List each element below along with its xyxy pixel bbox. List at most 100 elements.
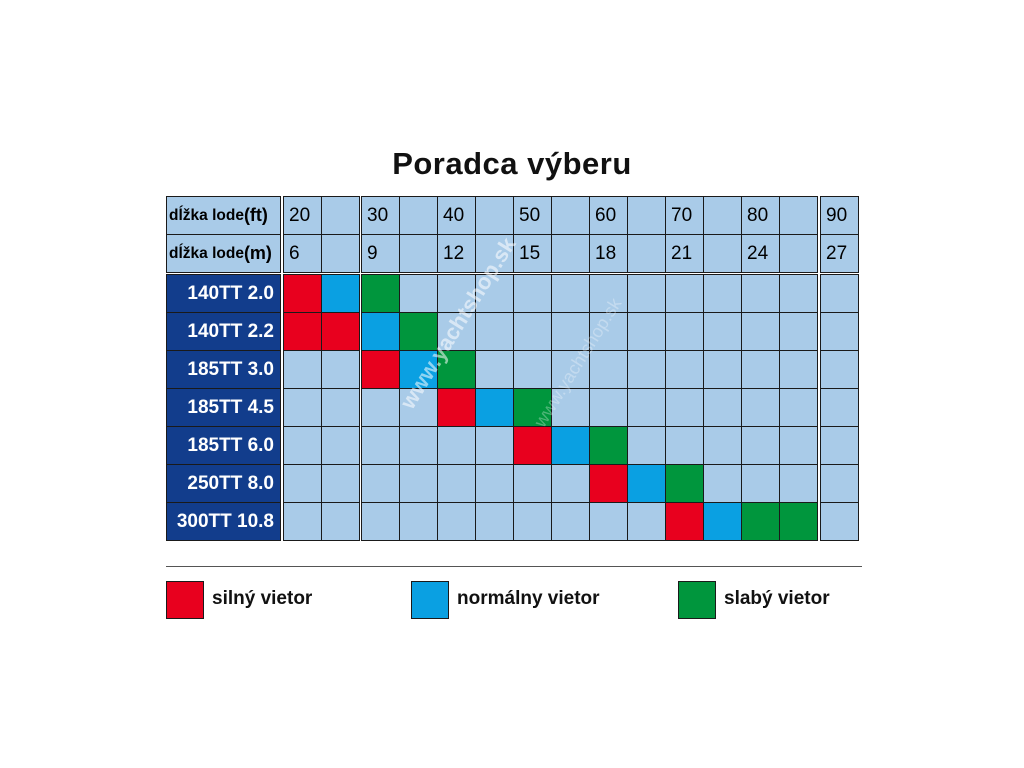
cell-empty (513, 464, 552, 503)
cell-empty (437, 502, 476, 541)
model-label: 185TT 4.5 (166, 388, 281, 427)
cell-empty (437, 426, 476, 465)
cell-empty (627, 502, 666, 541)
cell-empty (399, 426, 438, 465)
cell-normal (703, 502, 742, 541)
cell-weak (437, 350, 476, 389)
cell-empty (665, 274, 704, 313)
model-label: 185TT 3.0 (166, 350, 281, 389)
cell-empty (779, 312, 818, 351)
header-value-cell: 24 (741, 234, 780, 273)
cell-empty (741, 464, 780, 503)
cell-empty (779, 464, 818, 503)
legend-divider (166, 566, 862, 567)
cell-empty (820, 350, 859, 389)
cell-empty (665, 388, 704, 427)
cell-strong (283, 312, 322, 351)
cell-strong (361, 350, 400, 389)
header-row-label: dĺžka lode (m) (166, 234, 281, 273)
cell-empty (475, 502, 514, 541)
header-value-cell (627, 234, 666, 273)
cell-empty (321, 388, 360, 427)
legend-swatch-weak (678, 581, 716, 619)
cell-empty (513, 274, 552, 313)
cell-normal (399, 350, 438, 389)
cell-weak (665, 464, 704, 503)
header-value-cell: 60 (589, 196, 628, 235)
cell-empty (779, 350, 818, 389)
cell-empty (399, 464, 438, 503)
cell-empty (283, 426, 322, 465)
cell-empty (703, 350, 742, 389)
header-value-cell: 50 (513, 196, 552, 235)
header-value-cell (475, 234, 514, 273)
cell-empty (283, 502, 322, 541)
header-label-unit: (ft) (243, 205, 268, 225)
cell-empty (551, 464, 590, 503)
cell-empty (741, 312, 780, 351)
header-value-cell (779, 196, 818, 235)
cell-empty (741, 388, 780, 427)
cell-empty (627, 350, 666, 389)
cell-weak (741, 502, 780, 541)
cell-empty (627, 312, 666, 351)
cell-empty (437, 464, 476, 503)
cell-empty (361, 388, 400, 427)
cell-empty (589, 388, 628, 427)
cell-empty (551, 312, 590, 351)
cell-weak (399, 312, 438, 351)
cell-normal (551, 426, 590, 465)
model-label: 140TT 2.2 (166, 312, 281, 351)
header-value-cell (779, 234, 818, 273)
cell-empty (399, 274, 438, 313)
cell-empty (551, 502, 590, 541)
cell-weak (589, 426, 628, 465)
chart-title: Poradca výberu (392, 146, 632, 181)
cell-empty (475, 464, 514, 503)
cell-weak (513, 388, 552, 427)
cell-empty (820, 464, 859, 503)
cell-empty (703, 464, 742, 503)
cell-empty (820, 502, 859, 541)
header-value-cell: 18 (589, 234, 628, 273)
cell-empty (779, 426, 818, 465)
cell-strong (589, 464, 628, 503)
cell-empty (589, 502, 628, 541)
cell-empty (321, 350, 360, 389)
cell-weak (779, 502, 818, 541)
cell-empty (627, 274, 666, 313)
model-label: 140TT 2.0 (166, 274, 281, 313)
cell-empty (779, 388, 818, 427)
header-value-cell: 9 (361, 234, 400, 273)
header-value-cell (399, 234, 438, 273)
cell-empty (321, 464, 360, 503)
legend-label-normal: normálny vietor (457, 588, 600, 609)
header-value-cell (551, 196, 590, 235)
cell-empty (551, 274, 590, 313)
cell-empty (589, 312, 628, 351)
cell-strong (283, 274, 322, 313)
cell-normal (321, 274, 360, 313)
header-value-cell (551, 234, 590, 273)
header-label-text: dĺžka lode (169, 206, 244, 224)
cell-empty (779, 274, 818, 313)
model-label: 300TT 10.8 (166, 502, 281, 541)
header-label-unit: (m) (243, 243, 272, 263)
header-value-cell: 70 (665, 196, 704, 235)
model-label: 250TT 8.0 (166, 464, 281, 503)
header-value-cell: 15 (513, 234, 552, 273)
header-value-cell: 90 (820, 196, 859, 235)
cell-empty (513, 502, 552, 541)
header-value-cell: 80 (741, 196, 780, 235)
header-value-cell: 6 (283, 234, 322, 273)
header-value-cell: 27 (820, 234, 859, 273)
cell-empty (589, 350, 628, 389)
cell-empty (551, 350, 590, 389)
header-value-cell: 21 (665, 234, 704, 273)
cell-empty (475, 350, 514, 389)
header-value-cell: 20 (283, 196, 322, 235)
cell-empty (361, 502, 400, 541)
cell-empty (741, 426, 780, 465)
header-value-cell (703, 196, 742, 235)
header-value-cell: 30 (361, 196, 400, 235)
